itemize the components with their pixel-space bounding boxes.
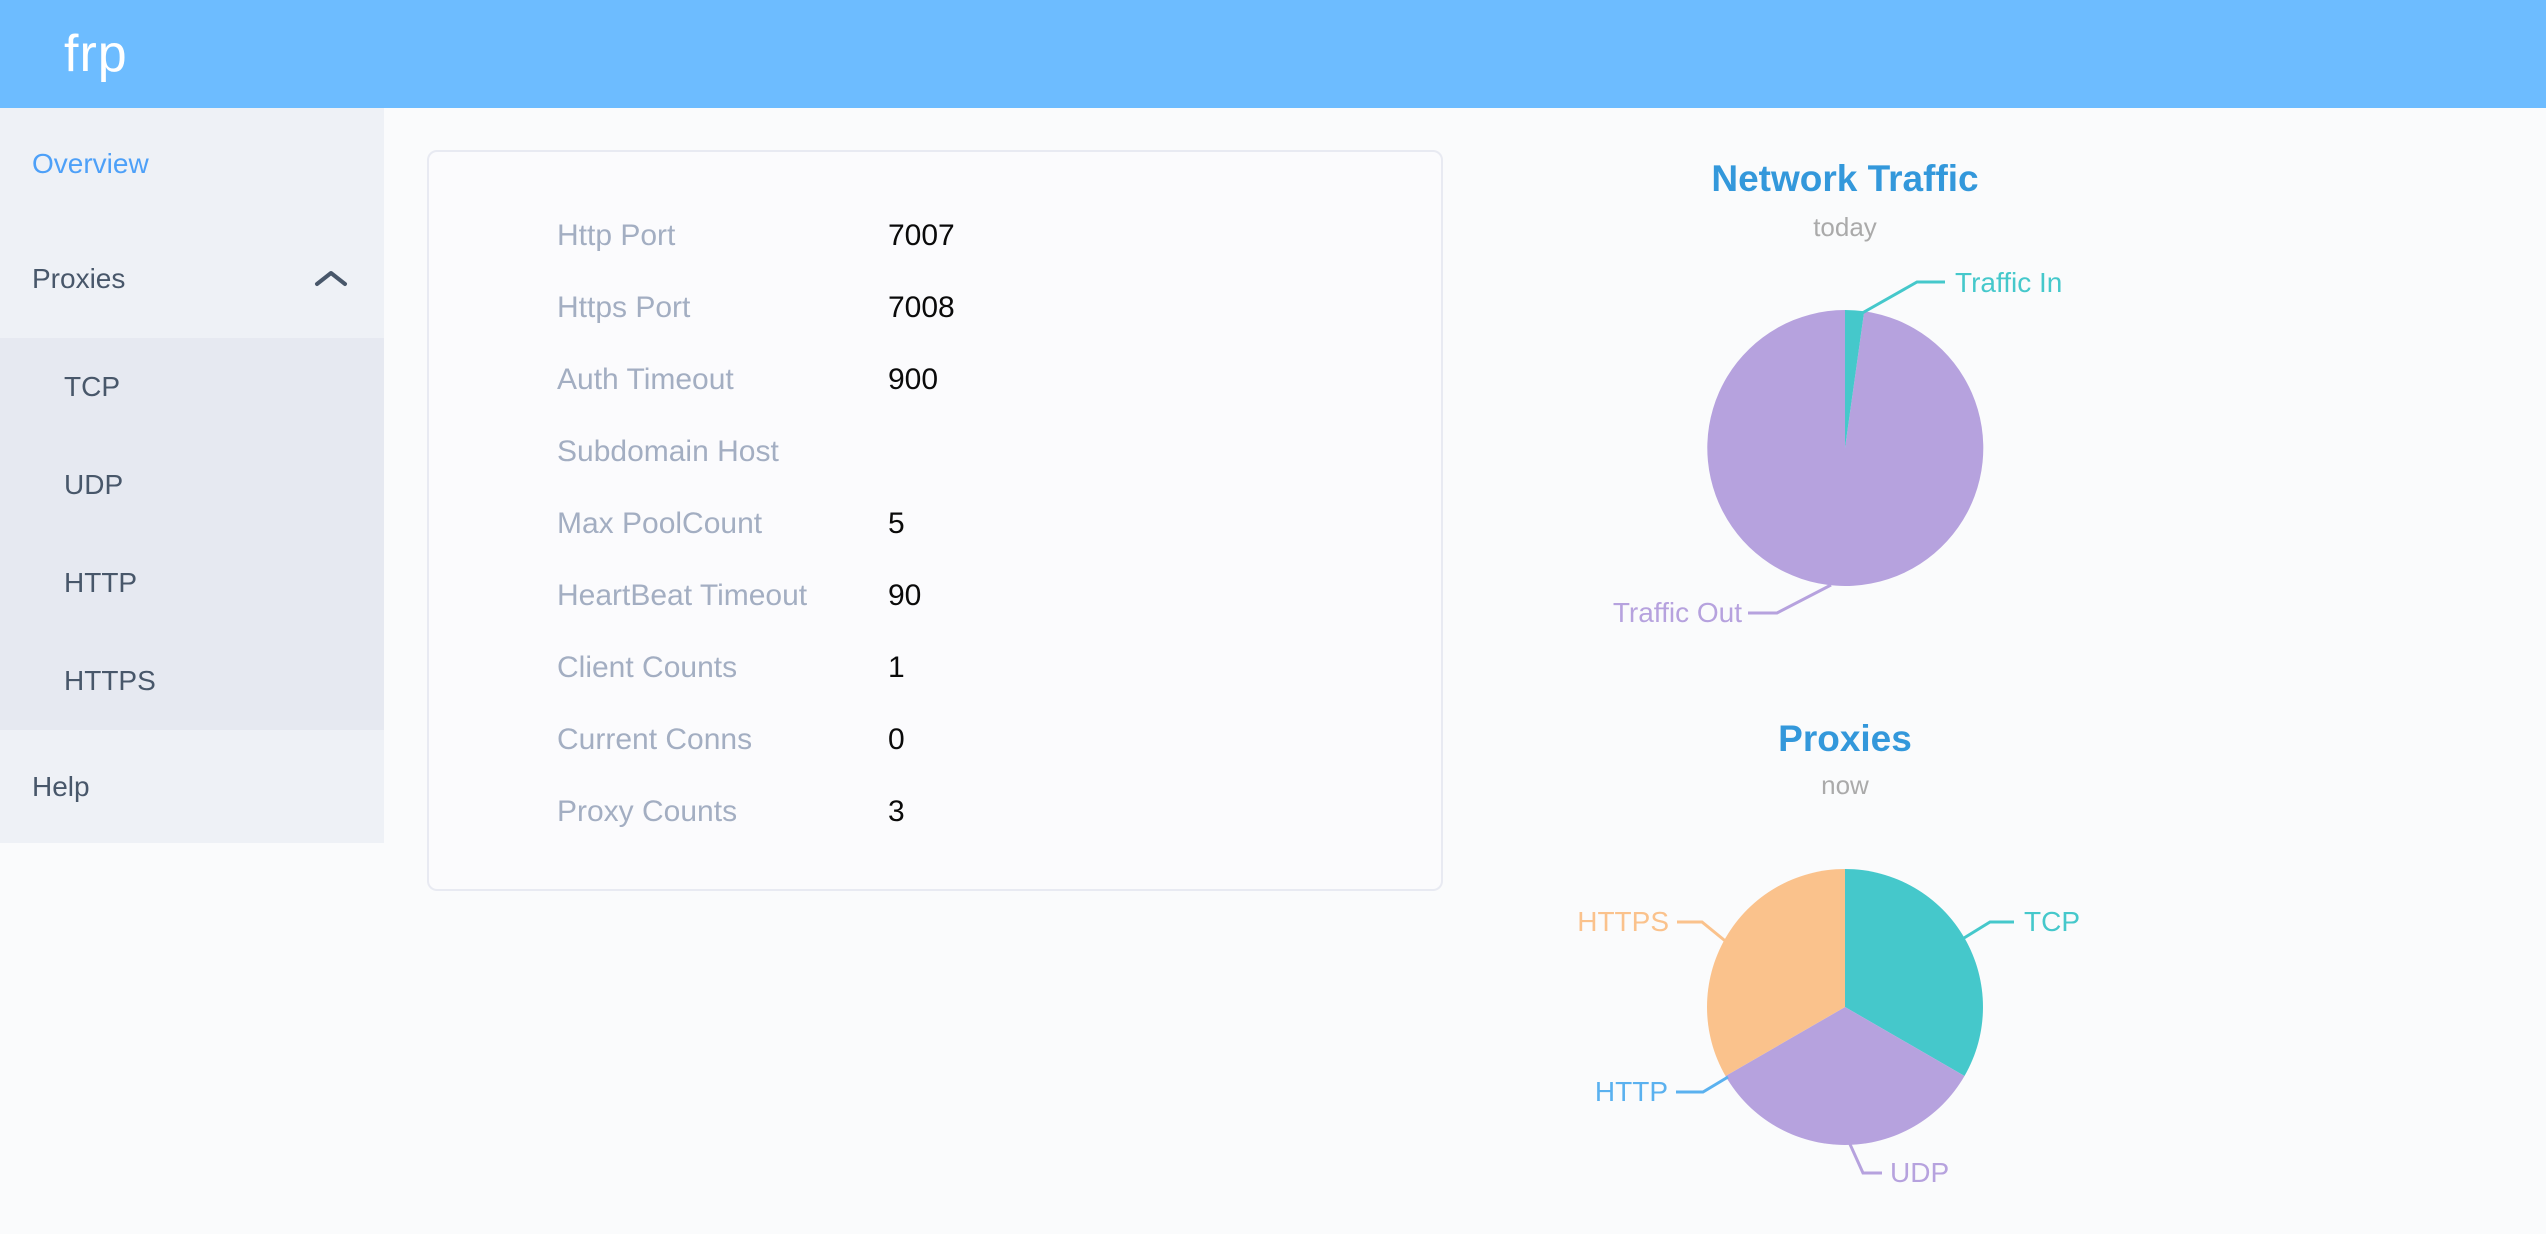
config-value: 3 <box>888 795 905 828</box>
proxies-chart-title: Proxies <box>1778 718 1912 759</box>
pie-label-https: HTTPS <box>1577 906 1669 937</box>
sidebar-item-overview[interactable]: Overview <box>0 108 384 220</box>
pie-slice-https[interactable] <box>1707 869 1845 1076</box>
server-config-card: Http Port 7007 Https Port 7008 Auth Time… <box>427 150 1443 891</box>
pie-label-tcp: TCP <box>2024 906 2080 937</box>
pie-label-traffic-in: Traffic In <box>1955 267 2063 298</box>
leader-line-http <box>1676 1075 1729 1094</box>
pie-slice-traffic-in[interactable] <box>1845 309 1865 448</box>
sidebar-item-label: HTTP <box>64 567 138 598</box>
sidebar-item-help[interactable]: Help <box>0 730 384 843</box>
sidebar-submenu-proxies: TCP UDP HTTP HTTPS <box>0 338 384 730</box>
config-row-heartbeat-timeout: HeartBeat Timeout 90 <box>429 560 1441 632</box>
config-row-client-counts: Client Counts 1 <box>429 632 1441 704</box>
sidebar-item-label: UDP <box>64 469 124 500</box>
leader-line-tcp <box>1963 920 2014 940</box>
sidebar-item-label: Help <box>32 770 90 802</box>
config-label: Https Port <box>557 291 691 324</box>
sidebar-item-label: Proxies <box>32 263 126 294</box>
config-value: 90 <box>888 579 922 612</box>
config-label: Current Conns <box>557 723 753 756</box>
config-value: 0 <box>888 723 905 756</box>
leader-line-udp <box>1847 1141 1882 1175</box>
config-label: Auth Timeout <box>557 363 734 396</box>
config-label: Client Counts <box>557 651 738 684</box>
config-value: 7008 <box>888 291 955 324</box>
sidebar: Overview Proxies TCP UDP HTTP HTTPS Help <box>0 108 384 843</box>
config-row-https-port: Https Port 7008 <box>429 272 1441 344</box>
proxies-chart-subtitle: now <box>1821 770 1869 800</box>
leader-line-https <box>1677 920 1730 946</box>
pie-label-traffic-out: Traffic Out <box>1612 597 1742 628</box>
sidebar-item-tcp[interactable]: TCP <box>0 338 384 436</box>
sidebar-item-label: Overview <box>32 148 149 179</box>
sidebar-item-udp[interactable]: UDP <box>0 436 384 534</box>
pie-slice-udp[interactable] <box>1725 1007 1965 1145</box>
config-value: 1 <box>888 651 905 684</box>
config-label: Proxy Counts <box>557 795 738 828</box>
frp-logo: frp <box>64 25 128 83</box>
pie-label-udp: UDP <box>1890 1157 1950 1188</box>
sidebar-item-proxies[interactable]: Proxies <box>0 220 384 338</box>
leader-line-traffic-out <box>1748 583 1832 615</box>
pie-label-http: HTTP <box>1594 1076 1668 1107</box>
sidebar-item-https[interactable]: HTTPS <box>0 632 384 730</box>
leader-line-traffic-in <box>1856 280 1945 318</box>
pie-slice-tcp[interactable] <box>1845 869 1983 1076</box>
sidebar-item-label: TCP <box>64 371 120 402</box>
config-row-max-poolcount: Max PoolCount 5 <box>429 488 1441 560</box>
config-row-subdomain-host: Subdomain Host <box>429 416 1441 488</box>
config-row-proxy-counts: Proxy Counts 3 <box>429 776 1441 848</box>
sidebar-item-label: HTTPS <box>64 665 156 696</box>
config-label: Http Port <box>557 219 676 252</box>
config-value: 900 <box>888 363 939 396</box>
config-label: HeartBeat Timeout <box>557 579 808 612</box>
sidebar-item-http[interactable]: HTTP <box>0 534 384 632</box>
network-traffic-title: Network Traffic <box>1711 158 1979 199</box>
config-value: 5 <box>888 507 905 540</box>
pie-slice-traffic-out[interactable] <box>1707 310 1984 586</box>
config-row-current-conns: Current Conns 0 <box>429 704 1441 776</box>
config-label: Subdomain Host <box>557 435 779 468</box>
config-value: 7007 <box>888 219 955 252</box>
network-traffic-subtitle: today <box>1813 212 1877 242</box>
config-row-http-port: Http Port 7007 <box>429 200 1441 272</box>
app-header: frp <box>0 0 2546 108</box>
chevron-up-icon <box>315 271 347 286</box>
config-label: Max PoolCount <box>557 507 763 540</box>
config-row-auth-timeout: Auth Timeout 900 <box>429 344 1441 416</box>
